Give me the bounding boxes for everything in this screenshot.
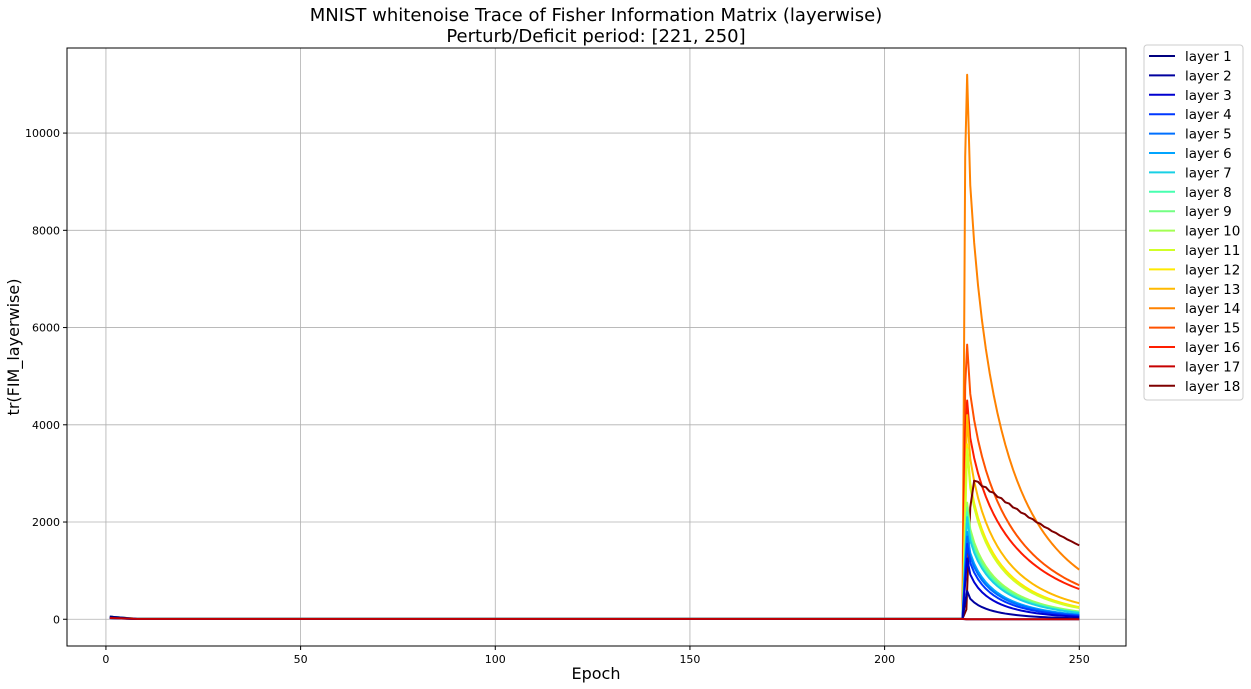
x-axis-label: Epoch xyxy=(572,664,621,683)
legend-label: layer 9 xyxy=(1185,204,1232,220)
legend-label: layer 10 xyxy=(1185,224,1240,240)
y-axis-label: tr(FIM_layerwise) xyxy=(4,279,24,416)
y-tick-label: 0 xyxy=(53,613,60,626)
y-tick-label: 8000 xyxy=(32,224,60,237)
x-tick-label: 200 xyxy=(874,653,895,666)
y-tick-label: 2000 xyxy=(32,516,60,529)
y-tick-label: 10000 xyxy=(25,127,60,140)
legend-label: layer 11 xyxy=(1185,243,1240,259)
legend-label: layer 2 xyxy=(1185,68,1232,84)
legend-label: layer 13 xyxy=(1185,282,1240,298)
series-line-layer-17 xyxy=(109,616,1080,621)
legend-label: layer 14 xyxy=(1185,301,1240,317)
legend-label: layer 6 xyxy=(1185,146,1232,162)
x-tick-label: 150 xyxy=(679,653,700,666)
x-tick-label: 250 xyxy=(1069,653,1090,666)
legend-label: layer 4 xyxy=(1185,107,1232,123)
legend-label: layer 18 xyxy=(1185,379,1240,395)
series-lines xyxy=(109,73,1080,621)
legend-label: layer 1 xyxy=(1185,49,1232,65)
legend: layer 1 layer 2 layer 3 layer 4 layer 5 layer… xyxy=(1143,44,1244,401)
legend-label: layer 12 xyxy=(1185,262,1240,278)
axis-ticks: 0 50 100 150 200 250 0 2000 4000 6000 8000 10000 xyxy=(25,127,1090,666)
legend-label: layer 7 xyxy=(1185,165,1232,181)
legend-label: layer 17 xyxy=(1185,359,1240,375)
legend-label: layer 3 xyxy=(1185,88,1232,104)
chart-title: MNIST whitenoise Trace of Fisher Informa… xyxy=(310,5,883,26)
legend-label: layer 5 xyxy=(1185,127,1232,143)
x-tick-label: 0 xyxy=(102,653,109,666)
x-tick-label: 100 xyxy=(485,653,506,666)
x-tick-label: 50 xyxy=(294,653,308,666)
plot-area-frame xyxy=(66,47,1127,647)
y-tick-label: 6000 xyxy=(32,322,60,335)
legend-label: layer 15 xyxy=(1185,321,1240,337)
y-tick-label: 4000 xyxy=(32,419,60,432)
chart-subtitle: Perturb/Deficit period: [221, 250] xyxy=(446,26,745,47)
legend-label: layer 16 xyxy=(1185,340,1240,356)
legend-label: layer 8 xyxy=(1185,185,1232,201)
